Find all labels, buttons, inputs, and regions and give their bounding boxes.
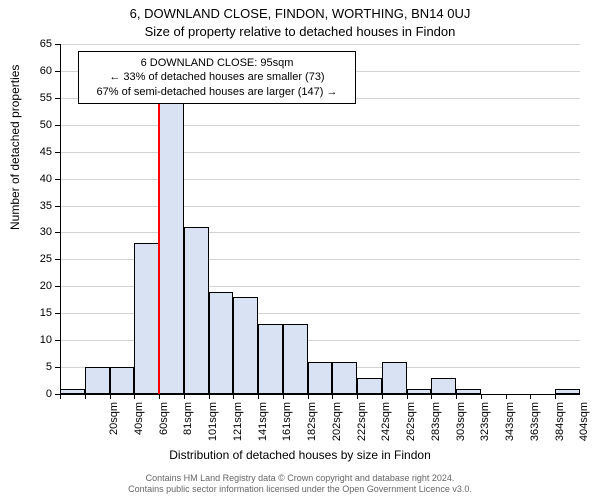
x-tick-label: 202sqm bbox=[331, 402, 343, 452]
x-tick-label: 242sqm bbox=[380, 402, 392, 452]
x-tick-label: 384sqm bbox=[554, 402, 566, 452]
x-tick-label: 303sqm bbox=[455, 402, 467, 452]
grid-line bbox=[60, 152, 580, 153]
y-tick-label: 30 bbox=[40, 226, 52, 238]
histogram-bar bbox=[332, 362, 357, 394]
x-tick-label: 121sqm bbox=[232, 402, 244, 452]
chart-title-line2: Size of property relative to detached ho… bbox=[0, 24, 600, 39]
y-tick-label: 45 bbox=[40, 146, 52, 158]
x-tick-label: 60sqm bbox=[158, 402, 170, 452]
annotation-line2: ← 33% of detached houses are smaller (73… bbox=[109, 71, 324, 83]
y-tick-label: 65 bbox=[40, 38, 52, 50]
x-axis-line bbox=[60, 394, 580, 395]
histogram-bar bbox=[357, 378, 382, 394]
y-tick-label: 55 bbox=[40, 92, 52, 104]
y-axis-line bbox=[60, 44, 61, 394]
x-tick-label: 363sqm bbox=[529, 402, 541, 452]
grid-line bbox=[60, 206, 580, 207]
histogram-bar bbox=[258, 324, 283, 394]
x-tick-label: 182sqm bbox=[306, 402, 318, 452]
marker-line bbox=[158, 87, 160, 394]
x-tick-label: 222sqm bbox=[356, 402, 368, 452]
y-tick-label: 15 bbox=[40, 307, 52, 319]
grid-line bbox=[60, 44, 580, 45]
chart-title-line1: 6, DOWNLAND CLOSE, FINDON, WORTHING, BN1… bbox=[0, 6, 600, 21]
x-tick-label: 283sqm bbox=[430, 402, 442, 452]
histogram-bar bbox=[159, 98, 184, 394]
histogram-bar bbox=[184, 227, 209, 394]
x-tick-label: 343sqm bbox=[504, 402, 516, 452]
x-tick-label: 323sqm bbox=[479, 402, 491, 452]
histogram-bar bbox=[233, 297, 258, 394]
x-tick-label: 101sqm bbox=[207, 402, 219, 452]
annotation-line1: 6 DOWNLAND CLOSE: 95sqm bbox=[141, 57, 294, 69]
chart-container: 6, DOWNLAND CLOSE, FINDON, WORTHING, BN1… bbox=[0, 0, 600, 500]
x-tick-label: 141sqm bbox=[257, 402, 269, 452]
y-tick-label: 60 bbox=[40, 65, 52, 77]
y-tick-label: 50 bbox=[40, 119, 52, 131]
annotation-line3: 67% of semi-detached houses are larger (… bbox=[97, 86, 338, 98]
y-tick-label: 5 bbox=[46, 361, 52, 373]
histogram-bar bbox=[110, 367, 135, 394]
x-tick-label: 81sqm bbox=[182, 402, 194, 452]
y-tick-label: 25 bbox=[40, 253, 52, 265]
grid-line bbox=[60, 232, 580, 233]
grid-line bbox=[60, 179, 580, 180]
y-axis-label: Number of detached properties bbox=[8, 65, 22, 230]
y-tick-label: 35 bbox=[40, 200, 52, 212]
footer-line1: Contains HM Land Registry data © Crown c… bbox=[146, 473, 455, 483]
histogram-bar bbox=[209, 292, 234, 394]
x-tick-label: 40sqm bbox=[133, 402, 145, 452]
grid-line bbox=[60, 125, 580, 126]
chart-footer: Contains HM Land Registry data © Crown c… bbox=[0, 473, 600, 496]
x-tick-label: 404sqm bbox=[578, 402, 590, 452]
y-tick-label: 0 bbox=[46, 388, 52, 400]
y-tick-label: 40 bbox=[40, 173, 52, 185]
histogram-bar bbox=[382, 362, 407, 394]
y-tick-label: 20 bbox=[40, 280, 52, 292]
annotation-box: 6 DOWNLAND CLOSE: 95sqm ← 33% of detache… bbox=[78, 51, 356, 104]
histogram-bar bbox=[283, 324, 308, 394]
histogram-bar bbox=[85, 367, 110, 394]
x-tick-label: 161sqm bbox=[281, 402, 293, 452]
x-tick-label: 20sqm bbox=[108, 402, 120, 452]
histogram-bar bbox=[308, 362, 333, 394]
y-tick-label: 10 bbox=[40, 334, 52, 346]
histogram-bar bbox=[431, 378, 456, 394]
x-tick-label: 262sqm bbox=[405, 402, 417, 452]
histogram-bar bbox=[134, 243, 159, 394]
footer-line2: Contains public sector information licen… bbox=[128, 484, 472, 494]
